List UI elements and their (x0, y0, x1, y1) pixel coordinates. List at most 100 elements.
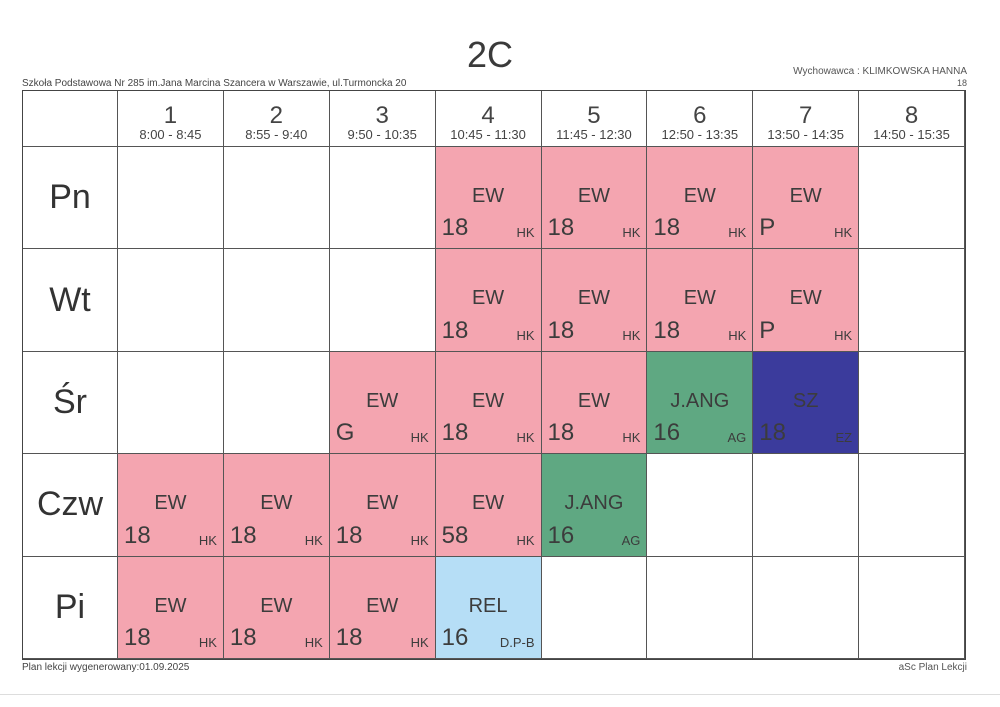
period-header: 7 13:50 - 14:35 (753, 91, 860, 147)
lesson-room: 58 (441, 521, 469, 549)
lesson-cell[interactable]: EW 18 HK (435, 147, 542, 250)
lesson-teacher: HK (516, 327, 535, 343)
lesson-teacher: EZ (835, 430, 853, 446)
lesson-subject: EW (260, 594, 293, 617)
empty-cell (541, 556, 648, 659)
lesson-cell[interactable]: EW 18 HK (541, 147, 648, 250)
period-header: 8 14:50 - 15:35 (859, 91, 965, 147)
lesson-teacher: HK (622, 430, 641, 446)
empty-cell (223, 351, 330, 455)
lesson-subject: EW (683, 185, 716, 207)
lesson-room: 18 (441, 419, 469, 447)
lesson-teacher: HK (198, 532, 217, 548)
lesson-subject: EW (683, 287, 716, 310)
lesson-teacher: HK (410, 635, 429, 650)
empty-cell (859, 147, 965, 250)
divider (0, 694, 1000, 695)
period-number: 2 (269, 102, 283, 129)
lesson-teacher: HK (728, 225, 747, 241)
lesson-cell[interactable]: EW 18 HK (647, 249, 754, 352)
lesson-cell[interactable]: EW 58 HK (435, 454, 542, 557)
period-number: 6 (693, 102, 707, 129)
lesson-cell[interactable]: EW P HK (753, 249, 860, 352)
period-number: 4 (481, 102, 495, 129)
period-header: 1 8:00 - 8:45 (118, 91, 224, 147)
lesson-teacher: HK (304, 532, 323, 548)
lesson-cell[interactable]: EW 18 HK (118, 556, 224, 659)
lesson-room: 18 (653, 214, 681, 242)
period-time: 11:45 - 12:30 (556, 127, 632, 142)
lesson-subject: J.ANG (670, 389, 730, 412)
lesson-cell[interactable]: SZ 18 EZ (753, 351, 860, 455)
lesson-teacher: AG (727, 430, 747, 446)
lesson-subject: J.ANG (564, 492, 624, 515)
lesson-room: 18 (124, 521, 151, 549)
lesson-teacher: HK (728, 327, 747, 343)
period-number: 5 (587, 102, 601, 129)
lesson-cell[interactable]: EW 18 HK (118, 454, 224, 557)
lesson-teacher: HK (834, 327, 853, 343)
lesson-room: 18 (335, 521, 363, 549)
day-label: Pi (23, 556, 118, 659)
lesson-teacher: HK (516, 532, 535, 548)
lesson-subject: EW (789, 287, 822, 310)
period-number: 8 (904, 102, 919, 129)
lesson-cell[interactable]: EW 18 HK (435, 249, 542, 352)
lesson-cell[interactable]: EW P HK (753, 147, 860, 250)
lesson-cell[interactable]: EW G HK (329, 351, 436, 455)
lesson-teacher: AG (621, 532, 641, 548)
lesson-room: P (759, 316, 776, 344)
empty-cell (118, 249, 224, 352)
period-header: 3 9:50 - 10:35 (329, 91, 436, 147)
lesson-teacher: HK (622, 225, 641, 241)
lesson-cell[interactable]: J.ANG 16 AG (647, 351, 754, 455)
class-teacher: Wychowawca : KLIMKOWSKA HANNA (793, 66, 967, 77)
period-time: 10:45 - 11:30 (450, 127, 526, 142)
empty-cell (118, 147, 224, 250)
empty-cell (859, 556, 965, 659)
lesson-cell[interactable]: EW 18 HK (435, 351, 542, 455)
lesson-cell[interactable]: J.ANG 16 AG (541, 454, 648, 557)
period-number: 7 (799, 102, 813, 129)
lesson-room: 18 (759, 419, 786, 447)
lesson-subject: REL (468, 594, 508, 617)
lesson-room: 18 (547, 316, 575, 344)
lesson-room: 18 (124, 624, 151, 651)
empty-cell (859, 454, 965, 557)
lesson-room: 16 (653, 419, 681, 447)
lesson-subject: EW (789, 185, 822, 207)
lesson-subject: EW (471, 185, 505, 207)
lesson-teacher: HK (622, 327, 641, 343)
lesson-subject: EW (471, 389, 505, 412)
lesson-cell[interactable]: EW 18 HK (329, 556, 436, 659)
lesson-teacher: HK (198, 635, 217, 650)
lesson-room: 18 (229, 521, 257, 549)
empty-cell (647, 454, 754, 557)
empty-cell (329, 249, 436, 352)
lesson-room: 18 (441, 214, 469, 242)
lesson-teacher: HK (410, 430, 429, 446)
period-time: 12:50 - 13:35 (661, 127, 739, 142)
generated-date: Plan lekcji wygenerowany:01.09.2025 (22, 662, 190, 673)
lesson-cell[interactable]: EW 18 HK (223, 454, 330, 557)
lesson-room: 18 (547, 419, 575, 447)
corner-cell (23, 91, 118, 147)
empty-cell (753, 454, 860, 557)
lesson-subject: EW (471, 492, 505, 515)
room-number: 18 (956, 78, 967, 88)
lesson-subject: EW (154, 594, 187, 617)
timetable-grid: 1 8:00 - 8:45 2 8:55 - 9:40 3 9:50 - 10:35 4 10… (22, 90, 966, 660)
lesson-teacher: HK (516, 430, 535, 446)
lesson-cell[interactable]: EW 18 HK (541, 249, 648, 352)
lesson-teacher: HK (834, 225, 853, 241)
day-label: Śr (23, 351, 118, 455)
lesson-cell[interactable]: EW 18 HK (647, 147, 754, 250)
lesson-cell[interactable]: REL 16 D.P-B (435, 556, 542, 659)
period-number: 3 (375, 102, 389, 129)
lesson-cell[interactable]: EW 18 HK (541, 351, 648, 455)
lesson-cell[interactable]: EW 18 HK (329, 454, 436, 557)
lesson-cell[interactable]: EW 18 HK (223, 556, 330, 659)
day-label: Czw (23, 454, 118, 557)
period-header: 5 11:45 - 12:30 (541, 91, 648, 147)
lesson-teacher: D.P-B (499, 635, 535, 650)
